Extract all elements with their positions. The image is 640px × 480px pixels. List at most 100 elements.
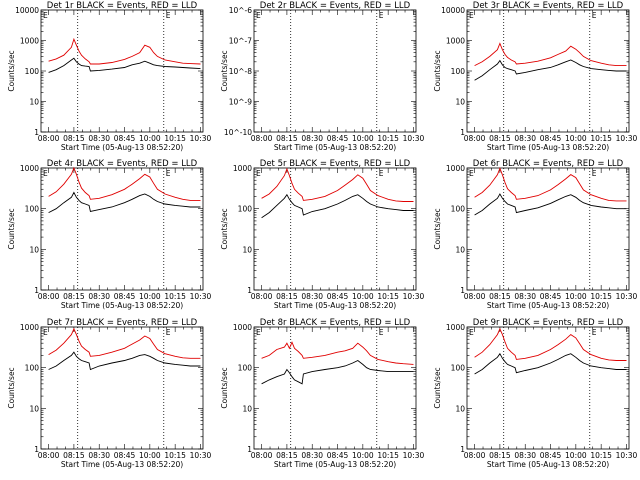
x-tick-label: 10:30 [616,451,638,460]
series-events-line [474,352,627,375]
series-lld-line [48,166,201,201]
y-tick-label: 1000 [20,323,39,332]
plot-frame [40,326,204,450]
x-tick-label: 08:00 [251,292,273,301]
x-tick-label: 10:00 [565,134,587,143]
x-tick-label: 08:15 [276,451,298,460]
x-tick-label: 10:00 [139,134,161,143]
y-tick-label: 100 [451,67,466,76]
x-tick-label: 10:15 [164,134,186,143]
marker-label-end: E [166,328,171,337]
y-axis-label: Counts/sec [7,50,16,91]
x-tick-label: 10:00 [352,292,374,301]
panel-title: Det 4r BLACK = Events, RED = LLD [47,159,198,169]
marker-label-start: E [469,328,474,337]
x-tick-label: 10:30 [616,134,638,143]
x-tick-label: 10:00 [565,292,587,301]
y-tick-label: 1000 [233,164,252,173]
x-tick-label: 08:45 [114,134,136,143]
x-tick-label: 08:30 [514,451,536,460]
y-tick-label: 1 [34,128,39,137]
y-tick-label: 10^-9 [229,98,253,107]
y-tick-label: 1 [460,128,465,137]
x-axis-label: Start Time (05-Aug-13 08:52:20) [487,460,609,469]
x-tick-label: 08:30 [301,292,323,301]
x-tick-label: 10:15 [590,134,612,143]
x-tick-label: 08:00 [38,451,60,460]
x-tick-label: 08:30 [301,451,323,460]
panel-det-8: Det 8r BLACK = Events, RED = LLD 1 10 100 10… [220,318,424,469]
plot-frame [253,9,417,133]
plot-frame [466,326,630,450]
plot-frame [253,326,417,450]
series-events-line [48,57,201,73]
marker-label-end: E [592,169,597,178]
panel-title: Det 2r BLACK = Events, RED = LLD [260,1,411,11]
y-tick-label: 10 [455,98,465,107]
series-lld-line [474,42,627,67]
x-tick-label: 08:30 [88,134,110,143]
y-tick-label: 10^-6 [229,6,253,15]
marker-label-start: E [43,328,48,337]
marker-label-start: E [43,169,48,178]
panel-det-4: Det 4r BLACK = Events, RED = LLD 1 10 100 10… [7,159,211,310]
x-axis-label: Start Time (05-Aug-13 08:52:20) [274,143,396,152]
x-tick-label: 08:00 [464,451,486,460]
panel-title: Det 8r BLACK = Events, RED = LLD [260,318,411,328]
x-tick-label: 10:15 [377,451,399,460]
marker-label-start: E [256,328,261,337]
plot-frame [466,9,630,133]
x-tick-label: 08:00 [38,134,60,143]
y-tick-label: 1000 [233,323,252,332]
y-tick-label: 10 [29,245,39,254]
y-tick-label: 10 [455,245,465,254]
x-tick-label: 10:15 [377,134,399,143]
x-tick-label: 08:00 [251,134,273,143]
panel-det-6: Det 6r BLACK = Events, RED = LLD 1 10 100 10… [433,159,637,310]
x-tick-label: 08:45 [327,451,349,460]
marker-label-start: E [469,169,474,178]
panel-title: Det 3r BLACK = Events, RED = LLD [473,1,624,11]
panel-det-2: Det 2r BLACK = Events, RED = LLD 10^-10 10… [220,1,424,152]
x-tick-label: 10:15 [164,451,186,460]
x-axis-label: Start Time (05-Aug-13 08:52:20) [61,143,183,152]
series-lld-line [48,327,201,359]
series-lld-line [474,167,627,202]
plot-frame [40,9,204,133]
x-tick-label: 10:30 [190,292,212,301]
marker-label-end: E [379,328,384,337]
panel-det-1: Det 1r BLACK = Events, RED = LLD 1 10 100 10… [7,1,211,152]
x-axis-label: Start Time (05-Aug-13 08:52:20) [274,460,396,469]
y-tick-label: 10000 [15,6,39,15]
series-lld-line [474,327,627,361]
x-tick-label: 08:45 [114,292,136,301]
x-tick-label: 08:00 [251,451,273,460]
series-events-line [474,59,627,81]
x-tick-label: 08:30 [514,134,536,143]
x-tick-label: 08:45 [327,134,349,143]
y-axis-label: Counts/sec [433,367,442,408]
x-tick-label: 10:30 [616,292,638,301]
y-tick-label: 1 [34,286,39,295]
y-axis-label: Counts/sec [220,367,229,408]
panel-title: Det 9r BLACK = Events, RED = LLD [473,318,624,328]
y-axis-label: Counts/sec [433,208,442,249]
marker-label-end: E [592,328,597,337]
x-tick-label: 08:15 [276,292,298,301]
y-tick-label: 10^-8 [229,67,253,76]
panel-det-3: Det 3r BLACK = Events, RED = LLD 1 10 100 10… [433,1,637,152]
y-axis-label: Counts/sec [220,208,229,249]
x-tick-label: 08:30 [88,451,110,460]
marker-label-end: E [592,11,597,20]
x-tick-label: 10:30 [403,451,425,460]
y-tick-label: 10 [242,404,252,413]
marker-label-end: E [379,11,384,20]
series-events-line [261,193,414,219]
x-tick-label: 08:30 [88,292,110,301]
panel-title: Det 5r BLACK = Events, RED = LLD [260,159,411,169]
x-tick-label: 08:30 [301,134,323,143]
y-tick-label: 100 [238,364,253,373]
x-tick-label: 10:00 [139,292,161,301]
marker-label-start: E [256,169,261,178]
